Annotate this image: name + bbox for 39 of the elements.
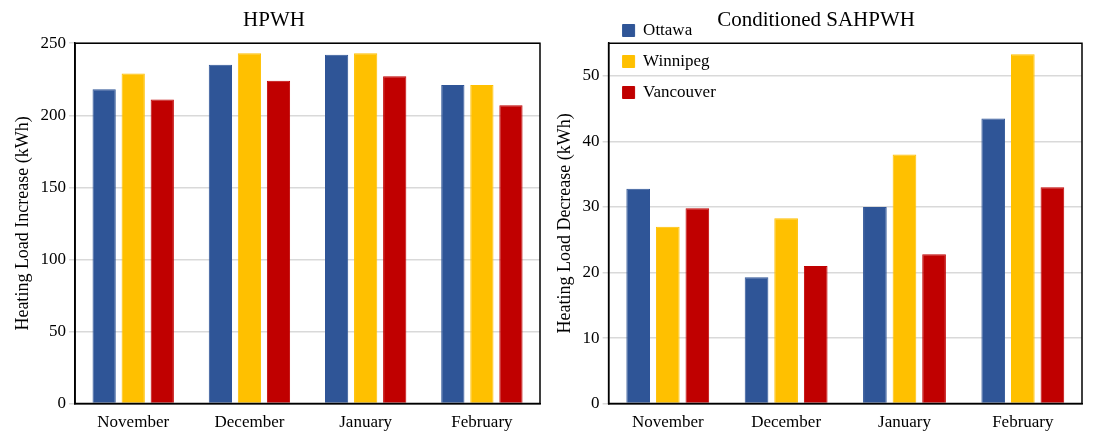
legend-label: Ottawa [643, 19, 693, 39]
bar [863, 207, 887, 403]
legend-label: Winnipeg [643, 50, 710, 70]
y-tick-label: 0 [591, 393, 600, 413]
bar [1010, 54, 1035, 403]
x-tick-label: February [451, 412, 514, 432]
y-tick-label: 250 [40, 32, 67, 52]
bar [655, 226, 680, 403]
x-tick-label: January [878, 412, 932, 432]
x-tick-label: December [751, 412, 822, 432]
x-tick-label: December [214, 412, 285, 432]
bar [1040, 187, 1065, 403]
y-tick-label: 30 [582, 196, 600, 216]
bar [685, 208, 710, 403]
y-tick-label: 40 [582, 130, 600, 150]
y-tick-label: 200 [40, 104, 67, 124]
legend-label: Vancouver [643, 81, 717, 101]
y-tick-label: 50 [582, 65, 600, 85]
y-tick-label: 10 [582, 327, 600, 347]
x-tick-label: February [992, 412, 1055, 432]
y-tick-label: 20 [582, 262, 600, 282]
chart-title: Conditioned SAHPWH [717, 7, 915, 32]
x-tick-label: November [631, 412, 704, 432]
chart-title: HPWH [243, 7, 305, 32]
bar [981, 118, 1006, 403]
x-tick-label: November [97, 412, 170, 432]
y-tick-label: 150 [40, 176, 67, 196]
y-tick-label: 0 [57, 393, 67, 413]
bar [803, 265, 828, 403]
y-tick-label: 100 [40, 248, 67, 268]
y-axis-title: Heating Load Increase (kWh) [11, 116, 33, 331]
y-tick-label: 50 [49, 320, 67, 340]
x-tick-label: January [339, 412, 393, 432]
bar [922, 254, 946, 403]
y-axis-title: Heating Load Decrease (kWh) [553, 113, 575, 334]
bar [626, 188, 651, 403]
bar [744, 277, 769, 403]
bar [774, 218, 798, 403]
bar [892, 154, 917, 403]
